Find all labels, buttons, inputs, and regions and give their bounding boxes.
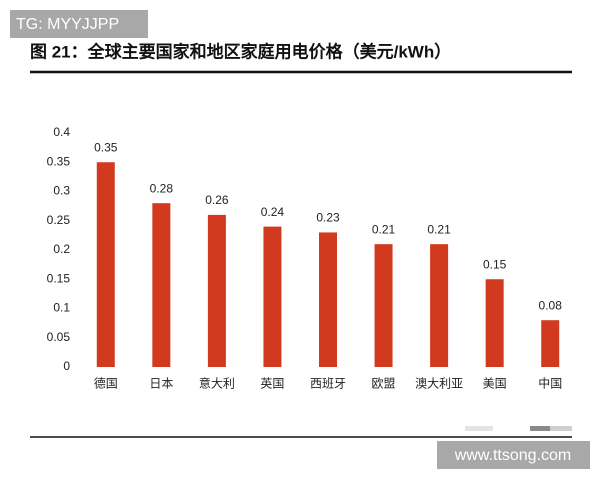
bar: [485, 279, 504, 367]
watermark-box: [10, 10, 148, 38]
y-tick-label: 0.4: [53, 125, 70, 139]
x-tick-label: 意大利: [199, 376, 235, 391]
y-tick-label: 0.1: [53, 301, 70, 315]
value-label: 0.08: [539, 298, 563, 312]
bar: [96, 162, 115, 367]
y-tick-label: 0.25: [47, 213, 71, 227]
chart-title: 图 21：全球主要国家和地区家庭用电价格（美元/kWh）: [30, 41, 451, 61]
y-tick-label: 0.2: [53, 242, 70, 256]
value-label: 0.26: [205, 193, 229, 207]
y-tick-label: 0: [63, 359, 70, 373]
decoration: [550, 426, 572, 431]
bar: [319, 232, 337, 367]
x-tick-label: 美国: [483, 377, 507, 391]
bar: [263, 226, 282, 367]
x-tick-label: 欧盟: [372, 377, 396, 391]
value-label: 0.15: [483, 257, 507, 271]
watermark: www.ttsong.com: [454, 447, 571, 464]
decoration: [530, 426, 550, 431]
value-label: 0.21: [372, 222, 396, 236]
watermark: TG: MYYJJPP: [16, 16, 119, 33]
value-label: 0.21: [427, 222, 451, 236]
bar: [541, 320, 560, 367]
value-label: 0.24: [261, 205, 285, 219]
x-tick-label: 西班牙: [310, 377, 346, 391]
bar: [430, 244, 449, 367]
x-tick-label: 澳大利亚: [415, 377, 463, 391]
bar: [207, 214, 226, 367]
watermark-box: [437, 441, 590, 469]
x-tick-label: 日本: [149, 377, 173, 391]
x-tick-label: 德国: [94, 376, 118, 391]
value-label: 0.28: [150, 181, 174, 195]
y-tick-label: 0.05: [47, 330, 71, 344]
y-tick-label: 0.3: [53, 184, 70, 198]
decoration: [465, 426, 493, 431]
bar: [152, 203, 171, 367]
bar: [374, 244, 393, 367]
x-tick-label: 英国: [260, 377, 284, 391]
value-label: 0.23: [316, 211, 340, 225]
x-tick-label: 中国: [538, 376, 562, 391]
y-tick-label: 0.15: [47, 271, 71, 285]
value-label: 0.35: [94, 140, 118, 154]
y-tick-label: 0.35: [47, 154, 71, 168]
